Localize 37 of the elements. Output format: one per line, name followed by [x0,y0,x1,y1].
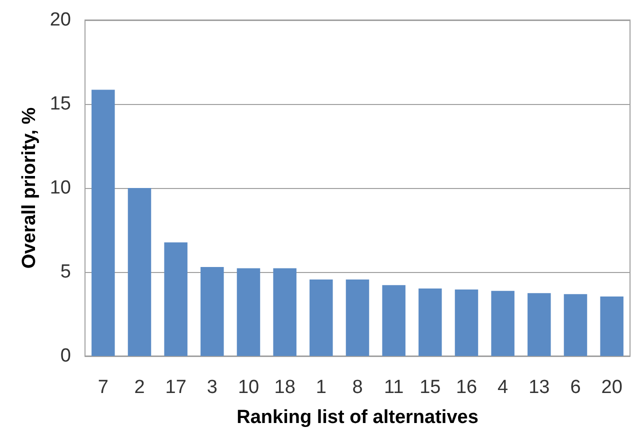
x-tick-label: 10 [238,377,260,398]
y-tick-label: 20 [50,10,71,30]
x-tick-label: 6 [570,377,581,398]
bar [236,268,260,356]
y-tick-label: 0 [60,346,71,366]
bar [92,90,115,356]
x-tick-label: 18 [274,377,296,398]
bar [273,268,296,356]
x-tick-label: 16 [456,377,478,398]
bar [310,280,333,356]
x-tick-label: 1 [316,377,326,398]
bar [382,285,406,356]
x-tick-label: 7 [98,377,108,398]
bar [528,293,551,356]
bar [164,242,188,356]
y-axis-title: Overall priority, % [18,107,40,269]
y-tick-label: 15 [50,94,71,114]
bar [600,296,624,356]
bar [454,289,478,356]
bar [346,280,370,356]
x-tick-label: 13 [528,377,550,398]
bar [418,288,442,356]
x-tick-label: 8 [352,377,363,398]
bar [128,188,152,356]
x-axis-title: Ranking list of alternatives [236,407,478,428]
y-tick-label: 5 [60,262,71,282]
x-tick-label: 4 [498,377,509,398]
x-tick-label: 3 [206,377,218,398]
x-tick-label: 15 [420,377,441,398]
x-tick-label: 17 [165,377,186,398]
bar [564,294,588,356]
bar [491,290,514,356]
bar [200,266,224,356]
y-tick-label: 10 [50,178,71,198]
x-tick-label: 2 [134,377,145,398]
x-tick-label: 11 [384,377,404,398]
x-tick-label: 20 [601,377,622,398]
